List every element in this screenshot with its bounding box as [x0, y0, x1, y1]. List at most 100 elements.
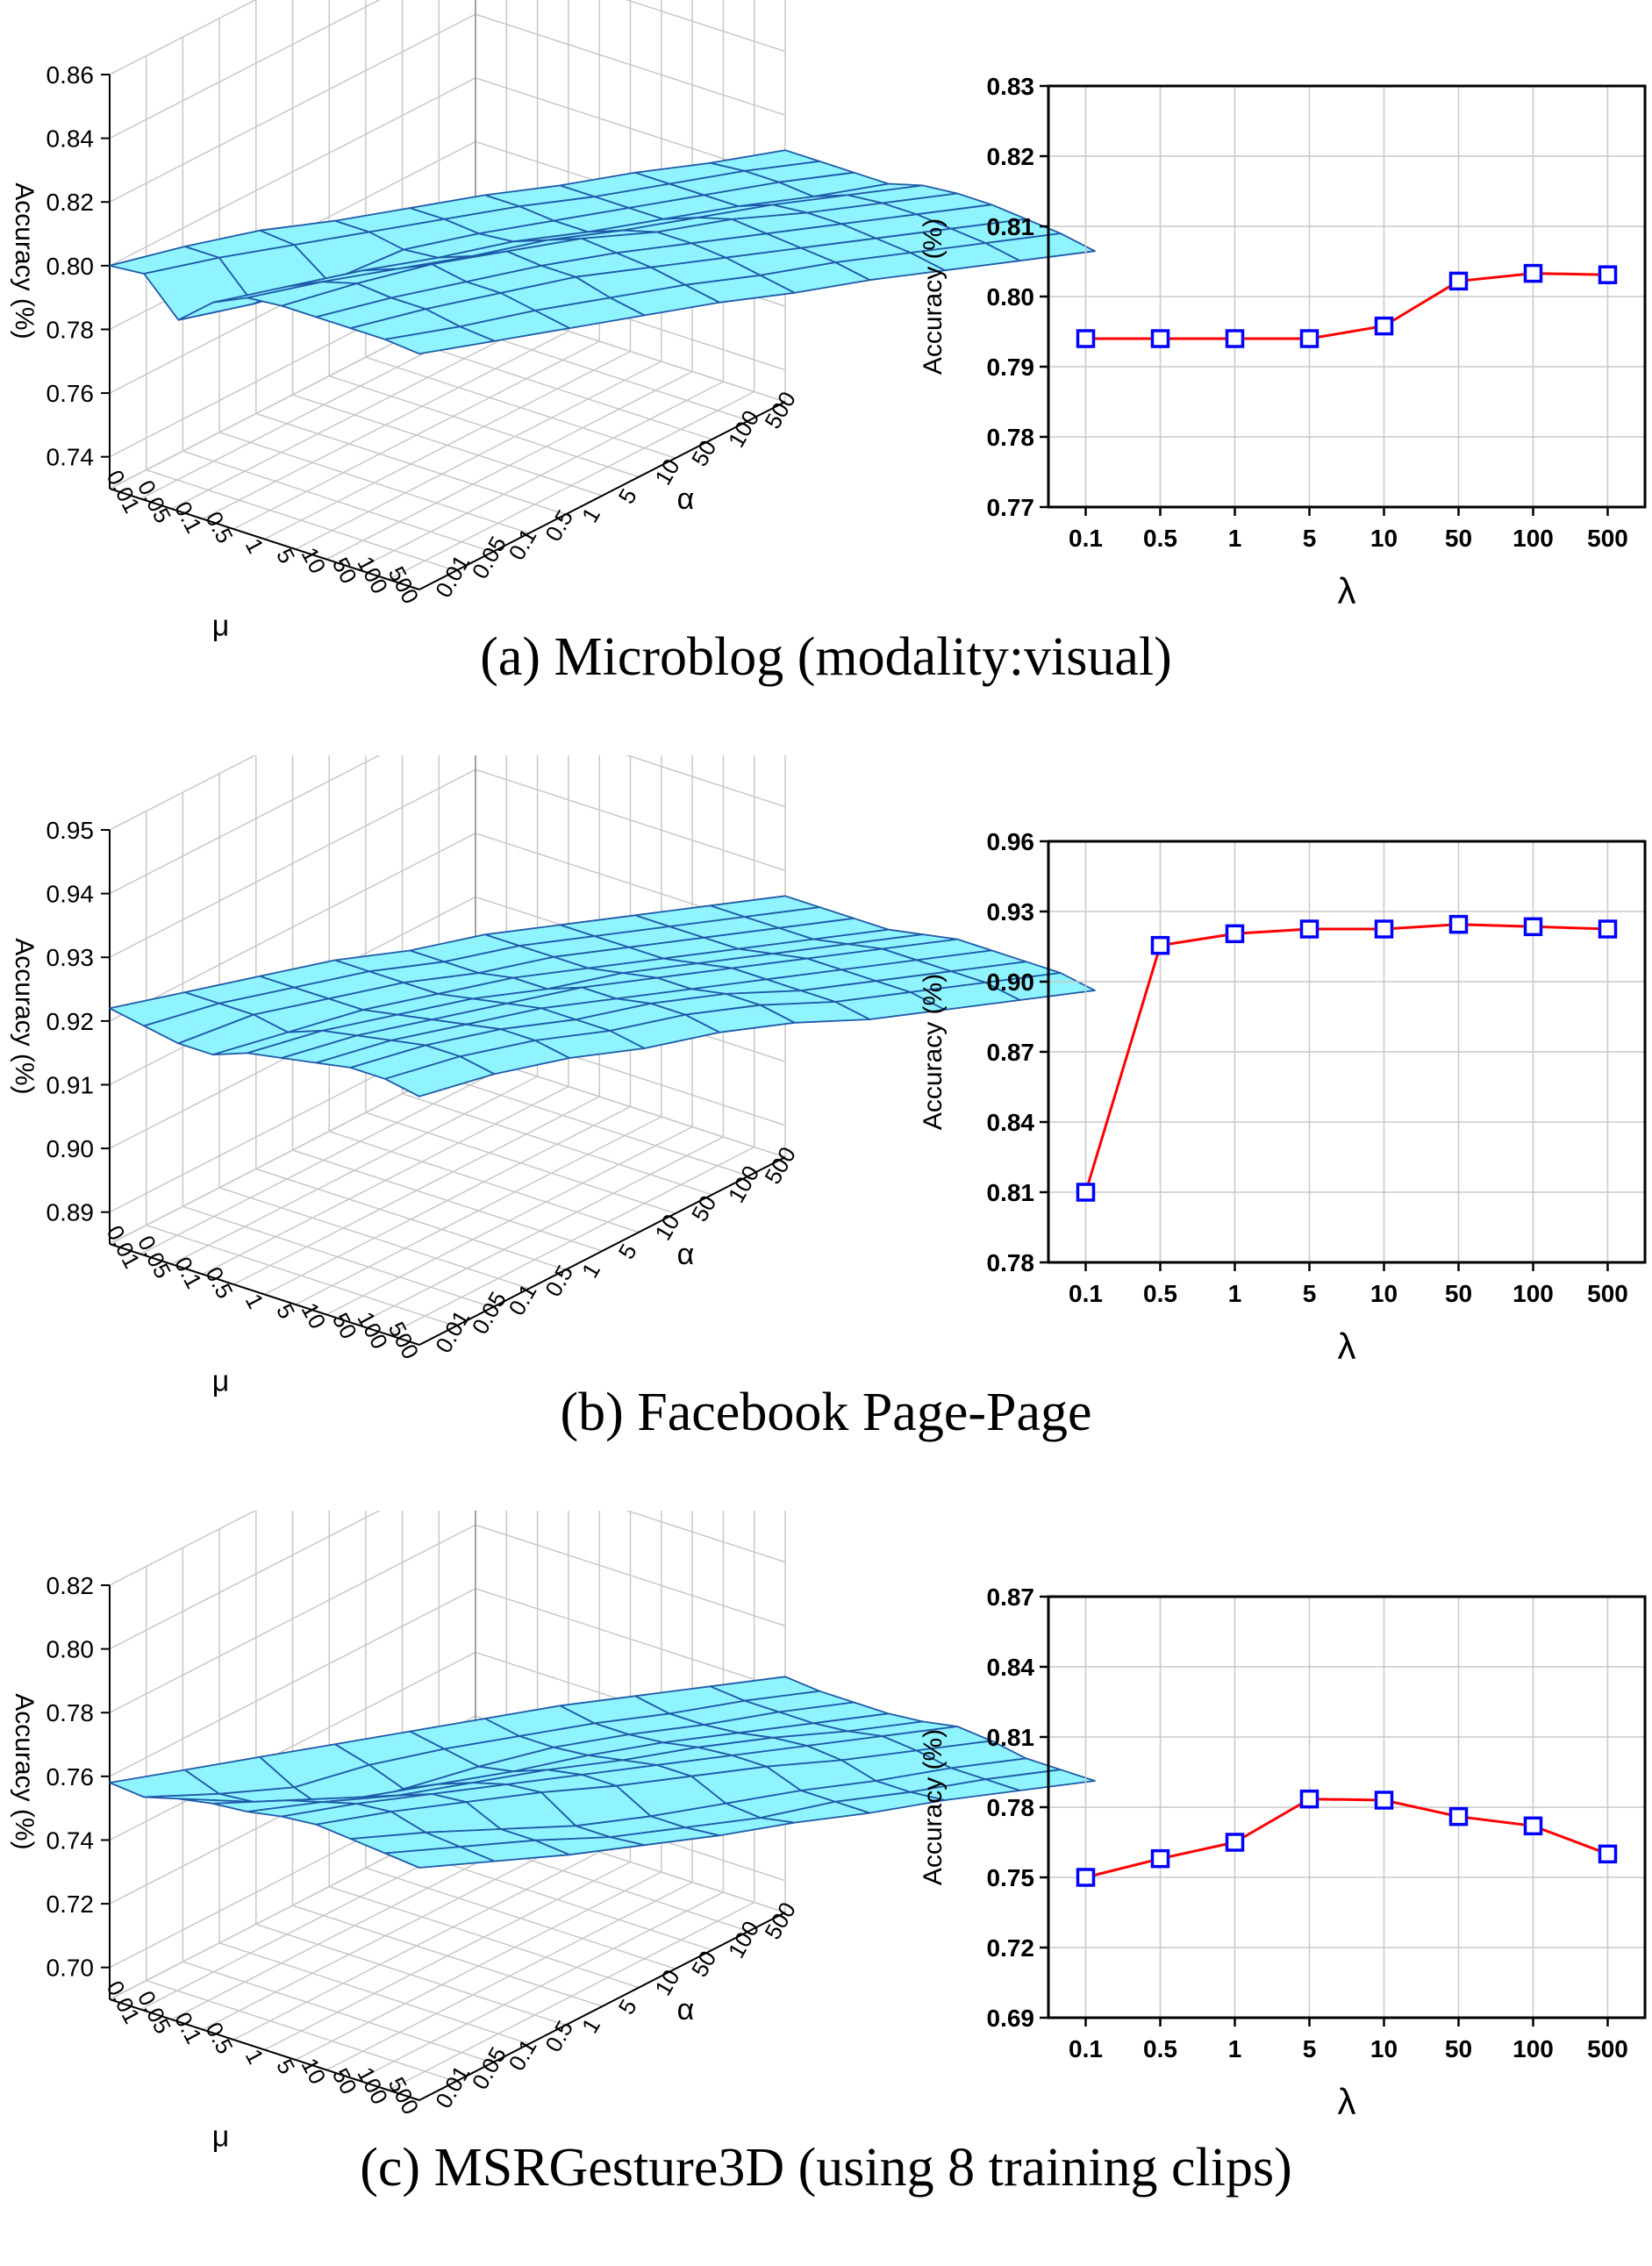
x-axis-label: λ	[1338, 2081, 1356, 2122]
data-point-marker	[1523, 917, 1543, 937]
y-tick-label: 0.84	[987, 1654, 1035, 1681]
y-tick-label: 0.75	[987, 1864, 1035, 1891]
data-point-marker	[1225, 329, 1245, 348]
mu-tick-label: 0.5	[200, 1262, 238, 1303]
y-tick-label: 0.82	[987, 143, 1035, 170]
y-tick-label: 0.69	[987, 2005, 1035, 2032]
mu-tick-label: 5	[271, 544, 300, 568]
z-axis-label: Accuracy (%)	[10, 182, 39, 339]
z-tick-label: 0.72	[46, 1891, 95, 1918]
surface-plot: 0.74 0.76 0.78 0.80 0.82 0.84 0.86 Accuracy (%)…	[10, 0, 1096, 643]
figure-panel: 0.74 0.76 0.78 0.80 0.82 0.84 0.86 Accuracy (%)…	[0, 0, 1652, 755]
y-tick-label: 0.78	[987, 1249, 1035, 1276]
mu-tick-label: 500	[383, 562, 425, 608]
x-tick-label: 5	[1303, 525, 1317, 552]
mu-tick-label: 0.1	[169, 1253, 207, 1293]
y-tick-label: 0.84	[987, 1109, 1035, 1136]
data-point-marker	[1598, 919, 1618, 939]
y-tick-label: 0.81	[987, 1179, 1035, 1206]
series-line	[1084, 923, 1608, 1193]
z-tick-label: 0.86	[46, 61, 95, 89]
mu-axis-label: μ	[212, 1365, 230, 1398]
x-tick-label: 100	[1513, 1280, 1554, 1307]
alpha-tick-label: 0.01	[430, 1305, 475, 1357]
x-tick-label: 0.5	[1143, 1280, 1177, 1307]
z-tick-label: 0.94	[46, 881, 95, 908]
alpha-axis-label: α	[677, 1993, 695, 2027]
z-tick-label: 0.82	[46, 1572, 95, 1599]
x-tick-label: 100	[1513, 525, 1554, 552]
series-line	[1085, 272, 1608, 340]
x-tick-label: 1	[1228, 2035, 1242, 2062]
data-point-marker	[1374, 316, 1394, 336]
x-tick-label: 0.1	[1069, 1280, 1103, 1307]
x-tick-label: 50	[1445, 525, 1472, 552]
surface-mesh	[109, 149, 1096, 355]
z-tick-label: 0.92	[46, 1008, 95, 1035]
mu-tick-label: 0.5	[200, 507, 238, 547]
surface-plot: 0.70 0.72 0.74 0.76 0.78 0.80 0.82 Accuracy (%)…	[10, 1511, 1096, 2154]
mu-tick-label: 10	[297, 2054, 332, 2089]
z-tick-label: 0.76	[46, 1763, 95, 1791]
surface-facet	[383, 1055, 496, 1097]
x-tick-label: 0.1	[1069, 2035, 1103, 2062]
x-tick-label: 500	[1587, 1280, 1628, 1307]
subfigure-caption: (b) Facebook Page-Page	[560, 1383, 1092, 1442]
panel-plots: 0.74 0.76 0.78 0.80 0.82 0.84 0.86 Accuracy (%)…	[10, 0, 1647, 643]
x-axis-label: λ	[1338, 570, 1356, 611]
alpha-tick-label: 0.05	[467, 2042, 511, 2094]
y-axis-label: Accuracy (%)	[919, 218, 948, 375]
z-tick-label: 0.80	[46, 253, 95, 280]
alpha-tick-label: 50	[686, 435, 721, 470]
mu-axis-label: μ	[212, 610, 230, 643]
alpha-tick-label: 1	[576, 503, 605, 527]
mu-tick-label: 0.5	[200, 2018, 238, 2058]
x-tick-label: 0.5	[1143, 2035, 1177, 2062]
y-axis-label: Accuracy (%)	[919, 974, 948, 1130]
z-tick-label: 0.95	[46, 817, 95, 844]
mu-axis-label: μ	[212, 2120, 230, 2154]
mu-tick-label: 500	[383, 2073, 425, 2119]
x-tick-label: 10	[1370, 1280, 1398, 1307]
x-tick-label: 0.5	[1143, 525, 1177, 552]
data-point-marker	[1523, 263, 1543, 283]
data-point-marker	[1598, 265, 1618, 284]
alpha-tick-label: 5	[613, 484, 642, 509]
mu-tick-label: 500	[383, 1318, 425, 1363]
surface-facet	[383, 325, 496, 355]
x-tick-label: 5	[1303, 1280, 1317, 1307]
x-tick-label: 10	[1370, 2035, 1398, 2062]
x-axis-label: λ	[1338, 1326, 1356, 1367]
data-point-marker	[1076, 1183, 1096, 1202]
alpha-tick-label: 100	[723, 406, 765, 453]
alpha-tick-label: 100	[723, 1162, 765, 1208]
y-tick-label: 0.78	[987, 1794, 1035, 1821]
alpha-tick-label: 0.05	[467, 1287, 511, 1339]
subfigure-caption: (c) MSRGesture3D (using 8 training clips…	[360, 2138, 1292, 2198]
y-tick-label: 0.81	[987, 1724, 1035, 1751]
alpha-tick-label: 500	[759, 1898, 801, 1944]
z-tick-label: 0.84	[46, 125, 95, 153]
panel-plots: 0.89 0.90 0.91 0.92 0.93 0.94 0.95 Accuracy (%)…	[10, 755, 1647, 1398]
data-point-marker	[1448, 271, 1469, 291]
alpha-tick-label: 0.01	[430, 2061, 475, 2112]
x-tick-label: 5	[1303, 2035, 1317, 2062]
mu-tick-label: 5	[271, 2055, 300, 2078]
x-tick-label: 1	[1228, 525, 1242, 552]
z-axis-label: Accuracy (%)	[10, 938, 39, 1094]
surface-plot: 0.89 0.90 0.91 0.92 0.93 0.94 0.95 Accuracy (%)…	[10, 755, 1096, 1398]
alpha-tick-label: 500	[759, 1142, 801, 1189]
data-point-marker	[1448, 1806, 1469, 1826]
x-tick-label: 100	[1513, 2035, 1554, 2062]
y-tick-label: 0.78	[987, 424, 1035, 451]
y-tick-label: 0.81	[987, 213, 1035, 240]
mu-tick-label: 1	[240, 1290, 269, 1313]
y-tick-label: 0.79	[987, 354, 1035, 381]
alpha-tick-label: 50	[686, 1190, 721, 1226]
data-point-marker	[1076, 329, 1096, 348]
alpha-tick-label: 0.01	[430, 550, 475, 602]
surface-facet	[383, 1846, 496, 1869]
figure-panel: 0.70 0.72 0.74 0.76 0.78 0.80 0.82 Accuracy (%)…	[0, 1511, 1652, 2266]
mu-tick-label: 0.1	[169, 497, 207, 538]
x-tick-label: 1	[1228, 1280, 1242, 1307]
